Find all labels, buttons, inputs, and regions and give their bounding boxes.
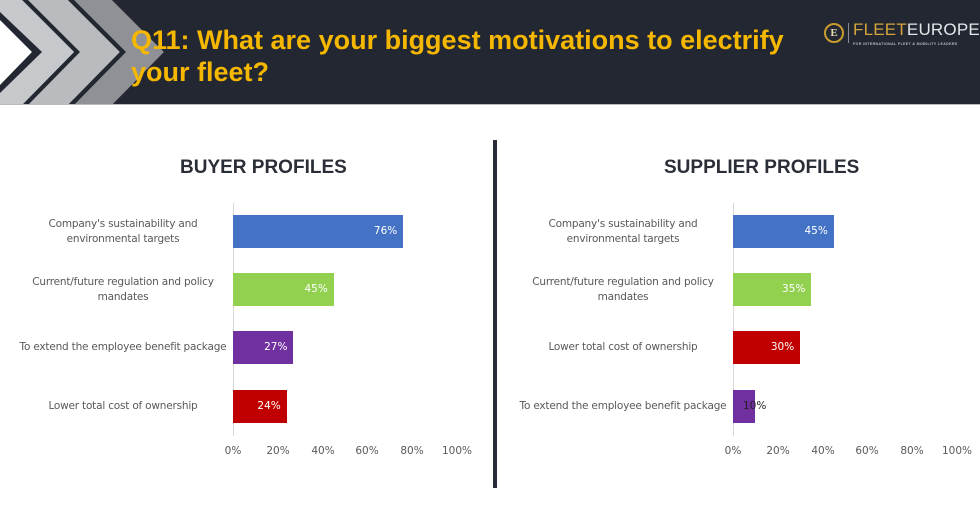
supplier-bar-value: 30% (770, 341, 795, 353)
supplier-y-axis-line (733, 203, 734, 436)
supplier-bar[interactable] (733, 215, 834, 248)
buyer-x-tick: 0% (224, 445, 242, 457)
supplier-bar-value: 45% (804, 225, 828, 237)
slide-header: Q11: What are your biggest motivations t… (0, 0, 980, 105)
supplier-bar[interactable] (733, 331, 801, 364)
supplier-category-label: Current/future regulation and policy man… (532, 275, 714, 303)
supplier-bar-value: 35% (782, 283, 806, 295)
buyer-bar[interactable] (233, 390, 287, 423)
buyer-y-axis-line (233, 203, 234, 436)
supplier-x-tick: 0% (724, 445, 742, 457)
supplier-x-tick: 80% (900, 445, 924, 457)
buyer-x-tick: 60% (355, 445, 379, 457)
fleet-europe-logo[interactable]: E FLEETEUROPE FOR INTERNATIONAL FLEET & … (824, 20, 980, 52)
supplier-category-label: Company's sustainability and environment… (548, 217, 698, 245)
slide-title: Q11: What are your biggest motivations t… (131, 25, 784, 87)
buyer-category-label: Lower total cost of ownership (48, 400, 198, 412)
supplier-x-tick: 100% (941, 445, 973, 457)
panel-divider (493, 140, 497, 488)
buyer-bar-value: 45% (304, 283, 328, 295)
buyer-bar-value: 76% (373, 225, 398, 237)
supplier-x-tick: 60% (855, 445, 879, 457)
logo-wordmark: FLEETEUROPE FOR INTERNATIONAL FLEET & MO… (853, 20, 980, 47)
buyer-chart-title: BUYER PROFILES (180, 157, 347, 178)
chevron-arrows-icon (0, 0, 170, 104)
supplier-bar[interactable] (733, 273, 812, 306)
logo-brand: FLEETEUROPE (853, 20, 980, 40)
supplier-category-label: Lower total cost of ownership (548, 341, 698, 353)
logo-brand-fleet: FLEET (853, 20, 907, 39)
supplier-x-tick: 40% (811, 445, 835, 457)
buyer-bar-value: 27% (264, 341, 288, 353)
buyer-x-tick: 80% (400, 445, 424, 457)
buyer-bar[interactable] (233, 331, 294, 364)
fleet-europe-badge-icon: E (824, 23, 844, 43)
supplier-bar-value: 10% (743, 400, 767, 412)
buyer-bar-value: 24% (257, 400, 281, 412)
supplier-bar[interactable] (733, 390, 756, 423)
buyer-category-label: Company's sustainability and environment… (48, 217, 198, 245)
logo-separator (848, 23, 849, 43)
logo-tagline: FOR INTERNATIONAL FLEET & MOBILITY LEADE… (853, 42, 958, 46)
logo-brand-europe: EUROPE (906, 20, 980, 39)
buyer-x-tick: 20% (266, 445, 290, 457)
buyer-x-tick: 40% (311, 445, 335, 457)
buyer-category-label: To extend the employee benefit package (19, 341, 227, 353)
buyer-bar[interactable] (233, 215, 404, 248)
buyer-category-label: Current/future regulation and policy man… (32, 275, 214, 303)
supplier-category-label: To extend the employee benefit package (519, 400, 727, 412)
supplier-chart-title: SUPPLIER PROFILES (664, 157, 860, 178)
buyer-bar[interactable] (233, 273, 334, 306)
buyer-x-tick: 100% (441, 445, 473, 457)
supplier-x-tick: 20% (766, 445, 790, 457)
